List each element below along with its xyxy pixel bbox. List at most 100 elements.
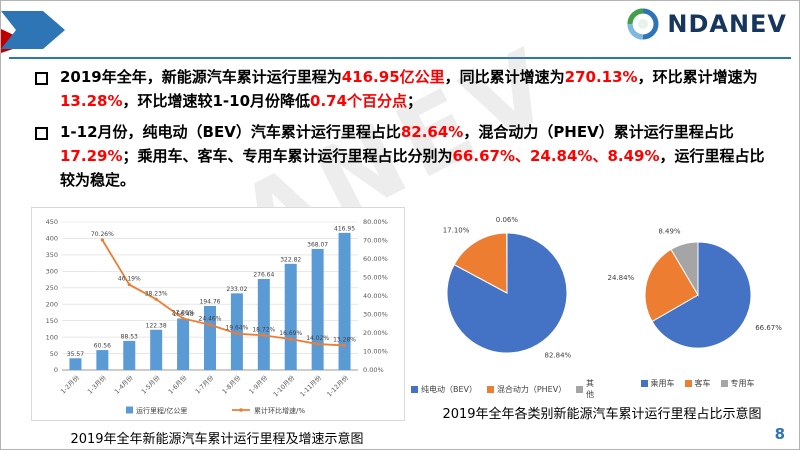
svg-text:60.00%: 60.00% [363,255,388,263]
pie-slices [446,232,567,354]
svg-text:82.84%: 82.84% [544,352,571,360]
pie-labels: 66.67% 24.84% 8.49% [607,227,782,332]
bullet-text-segment: 270.13% [564,68,638,86]
svg-text:194.76: 194.76 [200,298,221,305]
legend-item: 客车 [684,378,711,389]
legend-label: 纯电动（BEV） [420,384,477,394]
x-axis-labels: 1-2月份 1-3月份 1-4月份 1-5月份 1-6月份 1-7月份 1-8月份 1-9月份… [58,373,350,399]
bullet-item: 2019年全年，新能源汽车累计运行里程为416.95亿公里，同比累计增速为270… [35,65,777,113]
svg-text:46.19%: 46.19% [118,276,141,283]
powertrain-pie-block: 82.84% 17.10% 0.06% 纯电动（BEV） 混合动力（PHEV） 其他 [411,209,602,400]
chart-legend: 运行里程/亿公里 累计环比增速/% [126,406,305,415]
svg-text:70.00%: 70.00% [363,237,388,245]
svg-text:0: 0 [54,366,58,374]
svg-text:40.00%: 40.00% [363,292,388,300]
svg-text:14.02%: 14.02% [306,335,329,342]
svg-text:1-6月份: 1-6月份 [166,373,189,396]
right-chart-caption: 2019年全年各类别新能源汽车累计运行里程占比示意图 [442,407,762,422]
legend-label: 专用车 [730,379,755,388]
logo: NDANEV [626,7,787,41]
bar-series: 35.57 60.56 88.53 122.38 156.48 194.76 233.02 2… [67,225,355,370]
svg-text:50.00%: 50.00% [363,274,388,282]
pie-labels: 82.84% 17.10% 0.06% [442,216,571,360]
powertrain-pie-legend: 纯电动（BEV） 混合动力（PHEV） 其他 [411,378,602,400]
svg-text:1-11月份: 1-11月份 [298,373,324,399]
svg-text:233.02: 233.02 [226,286,247,293]
y-axis-left-labels: 0 50 100 150 200 250 300 350 400 450 [46,218,58,374]
bullet-text-segment: ，运行里程占比较为稳定。 [60,147,765,189]
ndanev-logo-icon [627,8,659,40]
svg-text:1-12月份: 1-12月份 [325,373,351,399]
legend-swatch-icon [684,380,692,387]
svg-text:38.23%: 38.23% [145,290,168,297]
bullet-text-segment: 66.67%、24.84%、8.49% [452,147,660,165]
svg-text:400: 400 [46,235,58,243]
svg-text:50: 50 [50,350,58,358]
svg-text:24.46%: 24.46% [199,316,222,323]
svg-text:16.69%: 16.69% [279,330,302,337]
pie-slices [644,241,751,349]
svg-text:450: 450 [46,218,58,226]
svg-text:200: 200 [46,300,58,308]
legend-label: 混合动力（PHEV） [496,384,567,394]
legend-swatch-icon [576,385,584,393]
svg-text:30.00%: 30.00% [363,311,388,319]
legend-item: 纯电动（BEV） [411,378,477,400]
bullet-text: 1-12月份，纯电动（BEV）汽车累计运行里程占比82.64%，混合动力（PHE… [60,120,777,192]
svg-text:24.84%: 24.84% [607,274,634,282]
legend-item: 乘用车 [640,378,675,389]
logo-text: NDANEV [667,10,787,38]
bullet-text-segment: ； [407,92,423,110]
legend-label: 客车 [694,379,711,388]
svg-text:276.64: 276.64 [253,272,274,279]
vehicle-type-pie-svg: 66.67% 24.84% 8.49% [607,227,782,349]
bullet-text-segment: ；乘用车、客车、专用车累计运行里程占比分别为 [122,147,453,165]
vehicle-type-pie-legend: 乘用车 客车 专用车 [640,378,755,389]
pie-row: 82.84% 17.10% 0.06% 纯电动（BEV） 混合动力（PHEV） 其他 6… [411,209,793,400]
svg-text:1-3月份: 1-3月份 [85,373,108,396]
powertrain-pie-svg: 82.84% 17.10% 0.06% [442,216,571,360]
bullet-text-segment: 416.95亿公里 [341,68,445,86]
bullet-text-segment: ，同比累计增速为 [444,68,565,86]
bullet-square-icon [35,127,48,140]
svg-text:运行里程/亿公里: 运行里程/亿公里 [136,406,187,415]
svg-text:17.10%: 17.10% [442,226,469,234]
svg-text:1-7月份: 1-7月份 [193,373,216,396]
page-number: 8 [774,425,785,443]
svg-text:10.00%: 10.00% [363,348,388,356]
svg-text:66.67%: 66.67% [755,324,782,332]
svg-text:1-5月份: 1-5月份 [139,373,162,396]
legend-swatch-icon [411,385,418,393]
legend-label: 其他 [586,379,595,399]
svg-text:250: 250 [46,284,58,292]
svg-text:1-10月份: 1-10月份 [271,373,297,399]
bullet-text-segment: ，环比增速较1-10月份降低 [122,92,311,110]
bullet-text-segment: 2019年全年，新能源汽车累计运行里程为 [60,68,342,86]
combo-chart-svg: 0 50 100 150 200 250 300 350 400 450 0.00% 10.00% 20… [31,207,405,421]
svg-text:1-8月份: 1-8月份 [220,373,243,396]
svg-text:80.00%: 80.00% [363,218,388,226]
svg-text:13.28%: 13.28% [333,336,356,343]
svg-text:156.48: 156.48 [173,311,194,318]
svg-text:60.56: 60.56 [94,343,111,350]
bullet-text-segment: 13.28% [60,92,123,110]
svg-text:368.07: 368.07 [307,241,328,248]
legend-item: 其他 [576,378,602,400]
header-arrow-decoration [1,11,65,53]
legend-label: 乘用车 [650,379,675,388]
arrow-blue-shape [1,11,65,49]
svg-text:100: 100 [46,333,58,341]
svg-text:1-4月份: 1-4月份 [112,373,135,396]
svg-text:19.64%: 19.64% [225,325,248,332]
svg-text:88.53: 88.53 [121,333,138,340]
svg-text:8.49%: 8.49% [658,227,681,235]
legend-swatch-icon [486,385,494,393]
svg-text:416.95: 416.95 [334,225,355,232]
svg-text:1-2月份: 1-2月份 [58,373,81,396]
bullet-list: 2019年全年，新能源汽车累计运行里程为416.95亿公里，同比累计增速为270… [35,65,777,199]
svg-text:35.57: 35.57 [67,351,84,358]
svg-text:122.38: 122.38 [146,322,167,329]
share-pie-charts: 82.84% 17.10% 0.06% 纯电动（BEV） 混合动力（PHEV） 其他 6… [411,209,793,422]
svg-text:27.86%: 27.86% [172,309,195,316]
